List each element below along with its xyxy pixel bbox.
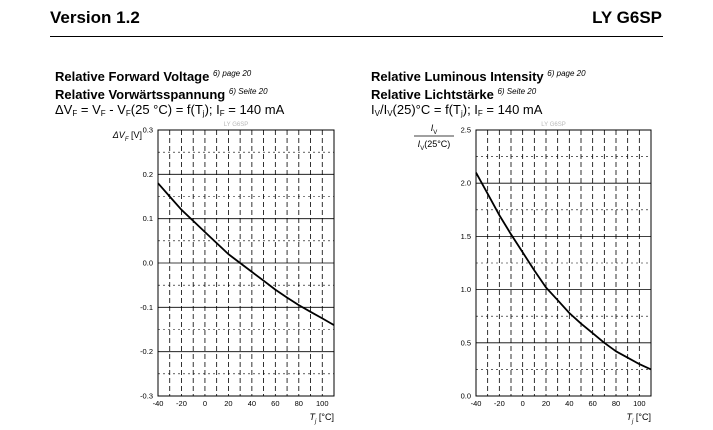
y-tick-label: 0.3	[143, 126, 153, 135]
left-note-en: 6) page 20	[212, 69, 252, 78]
y-tick-label: 0.5	[461, 338, 471, 347]
x-tick-label: 80	[295, 399, 303, 408]
y-tick-label: 0.1	[143, 214, 153, 223]
y-tick-label: 2.0	[461, 179, 471, 188]
y-tick-label: 0.2	[143, 170, 153, 179]
left-panel-title: Relative Forward Voltage 6) page 20 Rela…	[55, 66, 284, 121]
y-tick-label: 0.0	[143, 259, 153, 268]
x-tick-label: -40	[471, 399, 482, 408]
x-tick-label: 20	[224, 399, 232, 408]
y-axis-label-numerator: IV	[431, 123, 438, 136]
series-line	[475, 172, 652, 371]
x-tick-label: 80	[612, 399, 620, 408]
right-formula: IV/IV(25)°C = f(Tj); IF = 140 mA	[371, 102, 543, 118]
chart-watermark: LY G6SP	[541, 122, 565, 128]
x-tick-label: 0	[521, 399, 525, 408]
x-tick-label: -40	[153, 399, 164, 408]
y-tick-label: 2.5	[461, 126, 471, 135]
plot-frame	[157, 129, 335, 397]
right-note-en: 6) page 20	[547, 69, 586, 78]
x-tick-label: 60	[271, 399, 279, 408]
x-tick-label: 20	[542, 399, 550, 408]
y-tick-label: -0.1	[140, 303, 153, 312]
left-title-de: Relative Vorwärtsspannung	[55, 87, 226, 102]
x-tick-label: 40	[565, 399, 573, 408]
header-rule	[50, 36, 663, 37]
x-axis-label: Tj [°C]	[310, 412, 334, 425]
right-title-en: Relative Luminous Intensity	[371, 69, 544, 84]
x-tick-label: -20	[494, 399, 505, 408]
x-tick-label: 60	[588, 399, 596, 408]
y-tick-label: 1.5	[461, 232, 471, 241]
x-axis-label: Tj [°C]	[627, 412, 651, 425]
y-tick-label: -0.2	[140, 347, 153, 356]
product-code: LY G6SP	[592, 8, 662, 27]
x-tick-label: 40	[248, 399, 256, 408]
x-tick-label: 100	[316, 399, 329, 408]
chart-watermark: LY G6SP	[224, 122, 248, 128]
left-note-de: 6) Seite 20	[228, 87, 268, 96]
right-panel-title: Relative Luminous Intensity 6) page 20 R…	[371, 66, 586, 121]
series-line	[157, 182, 335, 326]
x-tick-label: -20	[176, 399, 187, 408]
page-header: Version 1.2 LY G6SP	[50, 8, 662, 32]
y-tick-label: 0.0	[461, 392, 471, 401]
y-tick-label: -0.3	[140, 392, 153, 401]
y-axis-label-denominator: IV(25°C)	[418, 139, 451, 152]
plot-frame	[475, 129, 652, 397]
right-note-de: 6) Seite 20	[497, 87, 537, 96]
x-tick-label: 100	[633, 399, 646, 408]
x-tick-label: 0	[203, 399, 207, 408]
left-formula: ΔVF = VF - VF(25 °C) = f(Tj); IF = 140 m…	[55, 102, 285, 118]
right-title-de: Relative Lichtstärke	[371, 87, 494, 102]
y-tick-label: 1.0	[461, 285, 471, 294]
left-title-en: Relative Forward Voltage	[55, 69, 210, 84]
y-axis-label: ΔVF [V]	[112, 130, 142, 143]
version-label: Version 1.2	[50, 8, 140, 27]
